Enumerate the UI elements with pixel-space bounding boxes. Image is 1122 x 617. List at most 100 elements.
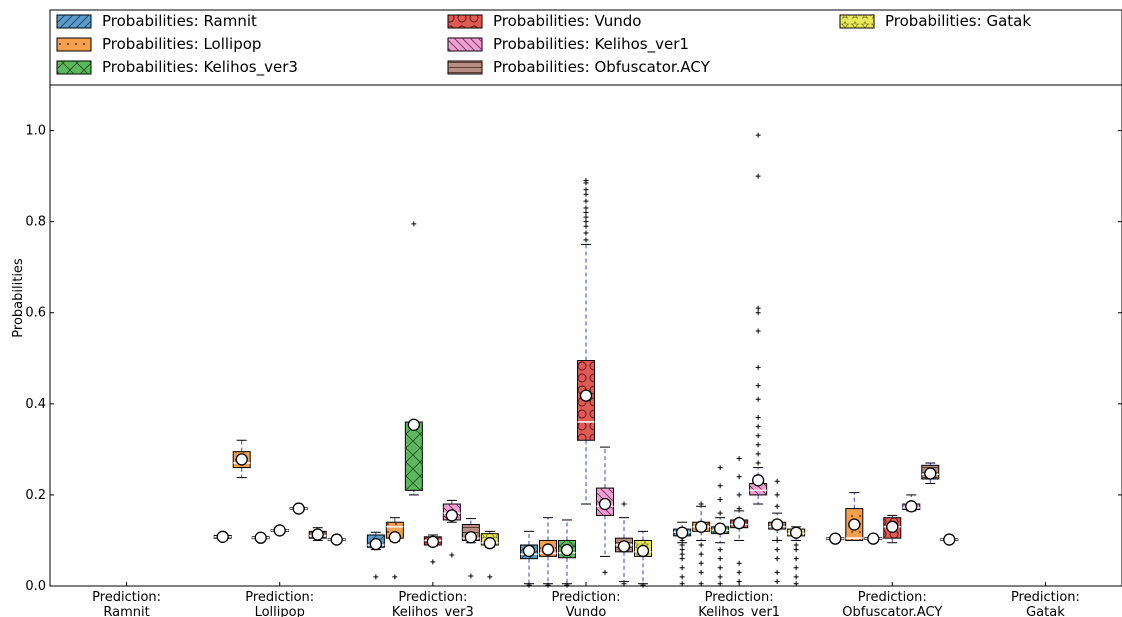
outlier-point (717, 547, 723, 553)
mean-marker (579, 389, 593, 402)
outlier-point (698, 569, 704, 575)
box-1-6 (327, 533, 346, 546)
box-3-2 (558, 519, 576, 588)
mean-marker (924, 467, 937, 480)
outlier-point (621, 581, 627, 587)
mean-marker (235, 453, 248, 466)
mean-marker (388, 531, 402, 544)
outlier-point (717, 510, 723, 516)
plot-frame (49, 84, 1122, 587)
outlier-point (583, 230, 589, 236)
outlier-point (793, 556, 799, 562)
legend-label: Probabilities: Gatak (885, 12, 1031, 30)
outlier-point (755, 442, 761, 448)
mean-marker (675, 526, 689, 539)
box-2-4 (442, 499, 461, 558)
y-axis-label: Probabilities (11, 258, 26, 338)
legend-label: Probabilities: Lollipop (102, 35, 261, 53)
outlier-point (679, 556, 685, 562)
mean-marker (751, 474, 765, 487)
mean-marker (522, 544, 536, 558)
mean-marker (694, 520, 708, 533)
outlier-point (526, 582, 532, 588)
mean-marker (292, 502, 305, 515)
outlier-point (774, 569, 780, 575)
legend: Probabilities: Ramnit Probabilities: Loll… (56, 12, 1031, 77)
outlier-point (545, 582, 551, 588)
outlier-point (583, 205, 589, 211)
y-tick-label: 0.4 (25, 397, 46, 412)
box-1-0 (213, 530, 232, 543)
box-2-2 (404, 221, 423, 496)
legend-entry: Probabilities: Kelihos_ver1 (447, 35, 689, 54)
outlier-point (755, 305, 761, 311)
mean-marker (789, 526, 803, 539)
outlier-point (698, 542, 704, 548)
box-5-4 (902, 494, 921, 513)
outlier-point (755, 451, 761, 457)
outlier-point (774, 492, 780, 498)
outlier-point (564, 582, 570, 588)
outlier-point (679, 565, 685, 571)
mean-marker (445, 509, 459, 522)
mean-marker (560, 543, 574, 557)
mean-marker (311, 528, 324, 541)
box-2-0 (366, 531, 385, 580)
outlier-point (717, 556, 723, 562)
box-5-2 (864, 532, 883, 545)
outlier-point (698, 551, 704, 557)
outlier-point (755, 424, 761, 430)
box-4-6 (787, 526, 806, 587)
legend-label: Probabilities: Ramnit (102, 12, 257, 30)
x-tick-label-line2: Kelihos_ver1 (698, 605, 780, 617)
x-tick-label-line2: Obfuscator.ACY (842, 605, 942, 617)
legend-label: Probabilities: Kelihos_ver3 (102, 58, 298, 77)
x-tick-label-line2: Ramnit (103, 605, 149, 617)
outlier-point (774, 503, 780, 509)
x-tick-label-line1: Prediction: (398, 590, 467, 605)
outlier-point (755, 364, 761, 370)
box-3-5 (615, 501, 633, 587)
outlier-point (774, 547, 780, 553)
mean-marker (598, 497, 612, 511)
legend-swatch-hatch (57, 15, 91, 28)
outlier-point (793, 542, 799, 548)
legend-frame (49, 9, 1122, 86)
outlier-point (679, 551, 685, 557)
box-5-0 (826, 532, 845, 545)
box-hatch (749, 483, 767, 495)
box-1-5 (308, 527, 327, 541)
box-2-5 (461, 518, 480, 579)
outlier-point (755, 414, 761, 420)
outlier-point (583, 214, 589, 220)
outlier-point (698, 560, 704, 566)
x-tick-label-line1: Prediction: (705, 590, 774, 605)
outlier-point (583, 237, 589, 243)
outlier-point (736, 506, 742, 512)
outlier-point (717, 483, 723, 489)
outlier-point (736, 560, 742, 566)
mean-marker (943, 533, 956, 546)
outlier-point (583, 187, 589, 193)
outlier-point (487, 574, 493, 580)
y-tick-label: 0.0 (25, 579, 46, 594)
mean-marker (905, 500, 918, 513)
box-3-0 (520, 530, 538, 588)
outlier-point (679, 542, 685, 548)
outlier-point (774, 537, 780, 543)
outlier-point (774, 578, 780, 584)
legend-entry: Probabilities: Ramnit (56, 12, 257, 30)
mean-marker (330, 533, 343, 546)
box-3-1 (539, 517, 557, 588)
outlier-point (411, 221, 417, 227)
outlier-point (755, 310, 761, 316)
box-1-2 (251, 531, 270, 544)
outlier-point (679, 547, 685, 553)
mean-marker (464, 531, 478, 544)
outlier-point (449, 552, 455, 558)
legend-label: Probabilities: Obfuscator.ACY (493, 58, 711, 76)
legend-swatch-hatch (448, 15, 482, 28)
box-5-6 (940, 533, 959, 546)
x-tick-label-line1: Prediction: (245, 590, 314, 605)
